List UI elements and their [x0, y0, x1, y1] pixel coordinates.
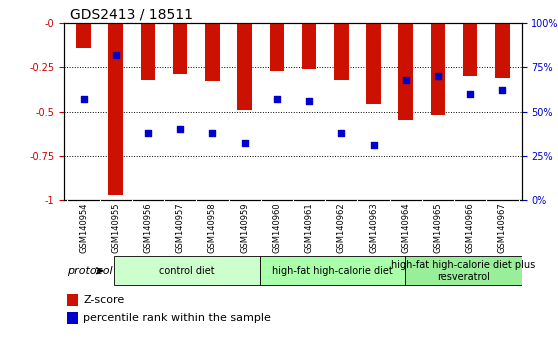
Text: percentile rank within the sample: percentile rank within the sample — [83, 313, 271, 323]
Bar — [67, 294, 78, 306]
Bar — [398, 23, 413, 120]
Bar — [463, 23, 478, 76]
Bar — [405, 256, 522, 285]
Point — [434, 73, 442, 79]
Text: GSM140967: GSM140967 — [498, 202, 507, 253]
Text: GSM140954: GSM140954 — [79, 202, 88, 253]
Bar — [173, 23, 187, 74]
Text: GSM140955: GSM140955 — [111, 202, 120, 253]
Point — [272, 96, 281, 102]
Point — [369, 142, 378, 148]
Bar — [260, 256, 405, 285]
Point — [337, 130, 346, 136]
Bar — [270, 23, 284, 71]
Text: high-fat high-calorie diet plus
resveratrol: high-fat high-calorie diet plus resverat… — [391, 260, 536, 282]
Text: protocol: protocol — [67, 266, 113, 276]
Bar — [67, 312, 78, 324]
Text: GSM140960: GSM140960 — [272, 202, 281, 253]
Bar — [205, 23, 220, 81]
Bar — [76, 23, 91, 48]
Text: GDS2413 / 18511: GDS2413 / 18511 — [70, 7, 193, 21]
Point — [111, 52, 120, 58]
Point — [208, 130, 217, 136]
Point — [176, 126, 185, 132]
Point — [305, 98, 314, 104]
Bar — [114, 256, 260, 285]
Bar — [334, 23, 349, 80]
Text: GSM140963: GSM140963 — [369, 202, 378, 253]
Text: GSM140957: GSM140957 — [176, 202, 185, 253]
Bar — [237, 23, 252, 110]
Text: GSM140964: GSM140964 — [401, 202, 410, 253]
Text: GSM140958: GSM140958 — [208, 202, 217, 253]
Text: GSM140966: GSM140966 — [466, 202, 475, 253]
Bar — [431, 23, 445, 115]
Text: GSM140959: GSM140959 — [240, 202, 249, 253]
Point — [79, 96, 88, 102]
Text: Z-score: Z-score — [83, 295, 124, 305]
Text: GSM140965: GSM140965 — [434, 202, 442, 253]
Bar — [495, 23, 509, 78]
Point — [240, 141, 249, 146]
Text: control diet: control diet — [160, 266, 215, 276]
Point — [498, 87, 507, 93]
Text: GSM140956: GSM140956 — [143, 202, 152, 253]
Bar — [302, 23, 316, 69]
Text: high-fat high-calorie diet: high-fat high-calorie diet — [272, 266, 393, 276]
Text: GSM140962: GSM140962 — [337, 202, 346, 253]
Bar — [366, 23, 381, 104]
Bar — [141, 23, 155, 80]
Point — [401, 77, 410, 82]
Bar — [108, 23, 123, 195]
Point — [466, 91, 475, 97]
Point — [143, 130, 152, 136]
Text: GSM140961: GSM140961 — [305, 202, 314, 253]
